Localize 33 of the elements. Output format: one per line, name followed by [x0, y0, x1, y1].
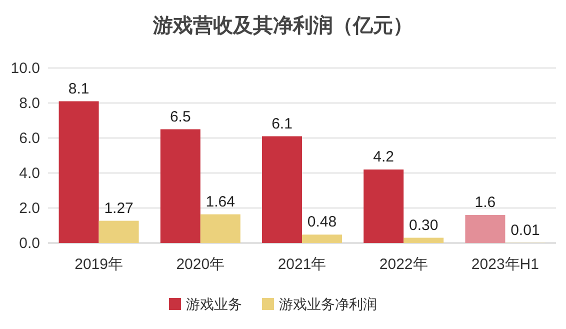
legend-label: 游戏业务净利润 [279, 296, 377, 312]
y-tick-label: 10.0 [10, 60, 40, 77]
data-label: 0.48 [307, 214, 337, 231]
data-label: 0.30 [409, 216, 438, 234]
bar [200, 214, 240, 243]
y-tick-label: 8.0 [19, 95, 40, 112]
bar [465, 215, 506, 243]
x-tick-label: 2020年 [176, 256, 225, 273]
data-label: 1.27 [104, 200, 134, 217]
x-tick-label: 2021年 [278, 256, 326, 273]
bar [160, 129, 200, 243]
y-tick-label: 4.0 [19, 165, 40, 182]
data-label: 1.64 [206, 193, 235, 210]
data-label: 6.1 [272, 115, 292, 132]
bar [98, 220, 139, 243]
bar [262, 136, 302, 243]
chart-title: 游戏营收及其净利润（亿元） [152, 14, 413, 37]
data-label: 8.1 [68, 80, 90, 98]
y-tick-label: 2.0 [19, 200, 40, 217]
x-tick-label: 2022年 [379, 256, 428, 273]
bar [404, 238, 444, 243]
bar [58, 101, 99, 243]
x-tick-label: 2023年H1 [471, 256, 539, 273]
data-label: 1.6 [474, 194, 496, 211]
x-tick-label: 2019年 [74, 256, 123, 273]
legend-label: 游戏业务 [186, 296, 242, 312]
data-label: 6.5 [170, 108, 191, 126]
data-label: 4.2 [373, 148, 394, 166]
y-tick-label: 6.0 [19, 130, 40, 147]
data-label: 0.01 [510, 222, 540, 239]
bar [364, 170, 404, 243]
y-tick-label: 0.0 [19, 235, 40, 252]
bar [302, 234, 342, 243]
